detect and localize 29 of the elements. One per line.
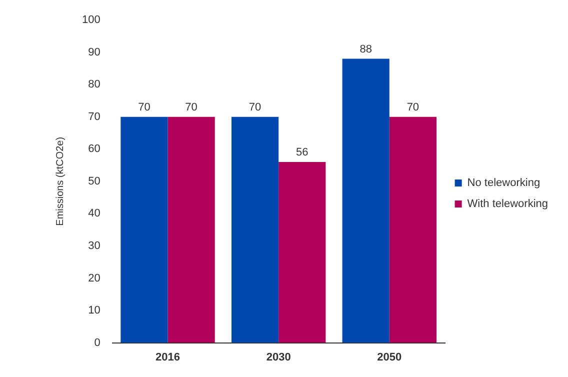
bar xyxy=(278,162,326,343)
bar xyxy=(120,116,168,343)
y-axis-title: Emissions (ktCO2e) xyxy=(54,136,66,226)
data-label: 88 xyxy=(360,43,372,56)
x-tick-label: 2016 xyxy=(156,351,180,364)
data-label: 70 xyxy=(138,101,150,114)
y-tick-label: 30 xyxy=(88,240,100,252)
data-label: 70 xyxy=(406,101,420,114)
y-tick-label: 0 xyxy=(94,336,100,349)
y-tick-label: 10 xyxy=(88,304,100,317)
y-tick-label: 100 xyxy=(82,14,100,26)
y-tick-label: 50 xyxy=(88,175,100,188)
y-tick-label: 40 xyxy=(88,208,100,220)
y-tick-label: 90 xyxy=(88,46,100,58)
data-label: 56 xyxy=(296,146,308,159)
y-tick-label: 60 xyxy=(88,143,100,156)
bar xyxy=(168,116,215,343)
y-tick-label: 80 xyxy=(88,78,100,91)
y-tick-label: 70 xyxy=(88,110,100,123)
legend-label: With teleworking xyxy=(467,198,548,210)
x-tick-label: 2030 xyxy=(266,351,291,364)
x-tick-label: 2050 xyxy=(377,351,402,364)
bar xyxy=(231,116,279,343)
bar xyxy=(389,116,436,343)
data-label: 70 xyxy=(248,101,262,114)
bar xyxy=(342,58,390,343)
legend-label: No teleworking xyxy=(467,177,540,190)
y-tick-label: 20 xyxy=(88,272,100,284)
data-label: 70 xyxy=(185,101,198,114)
